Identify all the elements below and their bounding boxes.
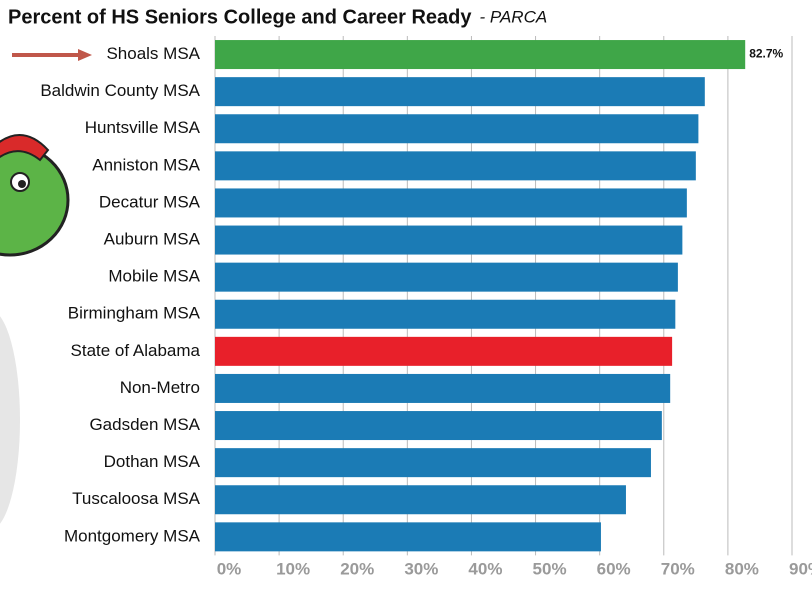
- y-tick-label: Shoals MSA: [106, 44, 200, 63]
- bar: [215, 151, 696, 180]
- x-tick-label: 90%: [789, 559, 812, 578]
- x-tick-label: 80%: [725, 559, 759, 578]
- bar: [215, 300, 675, 329]
- bar: [215, 522, 601, 551]
- data-label: 82.7%: [749, 47, 783, 61]
- bar: [215, 114, 698, 143]
- x-tick-label: 0%: [217, 559, 242, 578]
- y-tick-label: Auburn MSA: [104, 230, 201, 249]
- x-tick-label: 50%: [533, 559, 567, 578]
- y-tick-label: Birmingham MSA: [68, 304, 201, 323]
- arrow: [12, 49, 92, 61]
- bar: [215, 448, 651, 477]
- y-tick-label: Montgomery MSA: [64, 526, 201, 545]
- chart: Percent of HS Seniors College and Career…: [0, 0, 812, 589]
- bar: [215, 77, 705, 106]
- y-tick-label: Decatur MSA: [99, 192, 201, 211]
- y-tick-label: Dothan MSA: [104, 452, 201, 471]
- x-tick-label: 30%: [404, 559, 438, 578]
- bar: [215, 374, 670, 403]
- mascot: [0, 135, 68, 530]
- x-tick-label: 20%: [340, 559, 374, 578]
- y-tick-label: Huntsville MSA: [85, 118, 201, 137]
- x-tick-label: 70%: [661, 559, 695, 578]
- bar: [215, 263, 678, 292]
- bar: [215, 411, 662, 440]
- bar: [215, 40, 745, 69]
- y-tick-label: Anniston MSA: [92, 155, 200, 174]
- x-tick-label: 40%: [468, 559, 502, 578]
- x-tick-label: 10%: [276, 559, 310, 578]
- x-tick-label: 60%: [597, 559, 631, 578]
- bar: [215, 485, 626, 514]
- chart-subtitle: - PARCA: [480, 7, 548, 26]
- bar: [215, 188, 687, 217]
- y-tick-label: Mobile MSA: [108, 267, 200, 286]
- y-tick-label: Baldwin County MSA: [40, 81, 200, 100]
- bar: [215, 337, 672, 366]
- bar: [215, 226, 682, 255]
- page: Percent of HS Seniors College and Career…: [0, 0, 812, 589]
- y-tick-label: State of Alabama: [71, 341, 201, 360]
- y-tick-label: Tuscaloosa MSA: [72, 489, 201, 508]
- y-tick-label: Gadsden MSA: [89, 415, 200, 434]
- chart-title: Percent of HS Seniors College and Career…: [8, 6, 472, 28]
- y-tick-label: Non-Metro: [120, 378, 200, 397]
